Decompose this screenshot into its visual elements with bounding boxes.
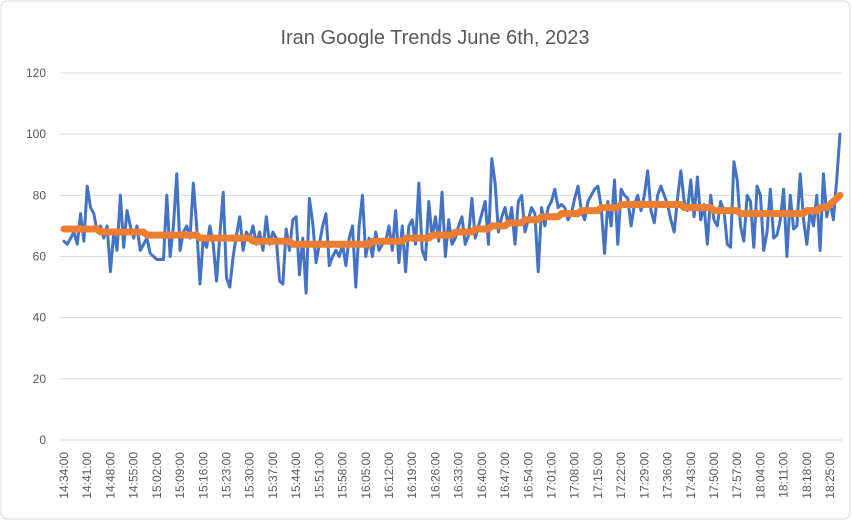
x-tick-label: 17:50:00 [707, 452, 721, 499]
x-tick-label: 14:48:00 [103, 452, 117, 499]
x-tick-label: 17:29:00 [637, 452, 651, 499]
y-tick-label: 120 [26, 66, 46, 80]
x-tick-label: 15:51:00 [312, 452, 326, 499]
x-tick-label: 16:47:00 [498, 452, 512, 499]
x-tick-label: 15:30:00 [243, 452, 257, 499]
y-tick-label: 60 [33, 250, 47, 264]
x-tick-label: 17:08:00 [568, 452, 582, 499]
data-line [62, 132, 842, 295]
x-tick-label: 16:12:00 [382, 452, 396, 499]
data-line [60, 191, 844, 248]
x-tick-label: 15:09:00 [173, 452, 187, 499]
x-tick-label: 16:40:00 [475, 452, 489, 499]
x-tick-label: 18:04:00 [753, 452, 767, 499]
x-tick-label: 18:18:00 [800, 452, 814, 499]
x-tick-label: 16:33:00 [452, 452, 466, 499]
y-tick-label: 20 [33, 372, 47, 386]
x-tick-label: 15:37:00 [266, 452, 280, 499]
y-tick-label: 0 [39, 433, 46, 447]
x-tick-label: 18:25:00 [823, 452, 837, 499]
x-tick-label: 15:16:00 [196, 452, 210, 499]
x-tick-label: 17:36:00 [661, 452, 675, 499]
x-tick-label: 15:02:00 [150, 452, 164, 499]
y-tick-label: 100 [26, 127, 46, 141]
x-tick-label: 14:41:00 [80, 452, 94, 499]
x-tick-label: 18:11:00 [777, 452, 791, 498]
x-tick-label: 17:43:00 [684, 452, 698, 499]
x-tick-label: 14:55:00 [127, 452, 141, 499]
x-tick-label: 17:57:00 [730, 452, 744, 499]
x-tick-label: 17:01:00 [544, 452, 558, 499]
x-tick-label: 15:23:00 [219, 452, 233, 499]
x-tick-label: 14:34:00 [57, 452, 71, 499]
y-tick-label: 80 [33, 188, 47, 202]
x-tick-label: 15:44:00 [289, 452, 303, 499]
chart-title: Iran Google Trends June 6th, 2023 [280, 27, 589, 49]
x-tick-label: 17:22:00 [614, 452, 628, 499]
x-tick-label: 16:54:00 [521, 452, 535, 499]
x-tick-label: 16:26:00 [428, 452, 442, 499]
x-tick-label: 16:05:00 [359, 452, 373, 499]
x-tick-label: 17:15:00 [591, 452, 605, 499]
x-tick-label: 16:19:00 [405, 452, 419, 499]
y-tick-label: 40 [33, 311, 47, 325]
x-tick-label: 15:58:00 [336, 452, 350, 499]
